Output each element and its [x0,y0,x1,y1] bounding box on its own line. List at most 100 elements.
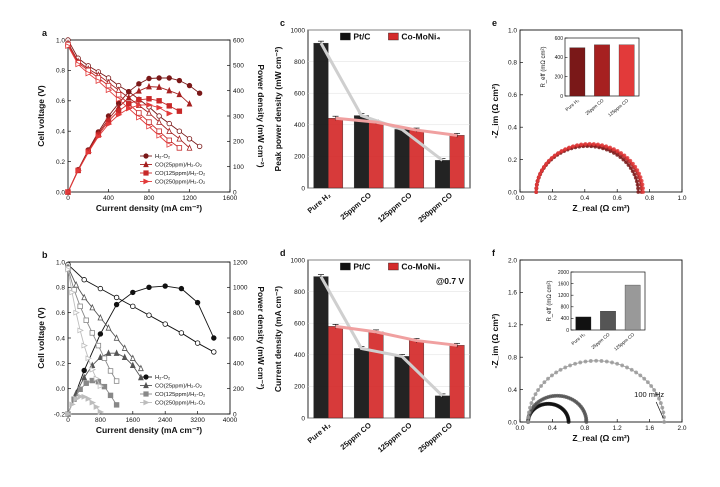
y2-tick-label: 1200 [233,259,248,266]
nyquist-point [534,190,539,194]
nyquist-point [526,415,531,420]
y2-tick-label: 800 [233,310,244,317]
power-point [93,403,101,410]
voltage-point [83,317,89,323]
x-tick-label: 0.4 [548,425,557,432]
nyquist-point [611,147,616,152]
voltage-point [101,355,108,361]
nyquist-point [573,361,578,366]
x-axis-label: Current density (mA cm⁻²) [96,425,202,435]
voltage-point [113,334,120,341]
power-point [85,149,93,156]
nyquist-point [546,376,550,381]
inset-y-tick-label: 0 [566,328,569,334]
x-category-label: Pure H₂ [306,421,333,446]
y-tick-label: 0.4 [56,335,65,342]
voltage-point [146,119,152,125]
panel-e-letter: e [492,18,497,28]
power-point [81,393,88,400]
nyquist-point [544,161,549,166]
y-tick-label: 0.6 [508,92,517,99]
voltage-point [166,120,172,127]
legend-marker [143,391,149,397]
voltage-point [129,354,136,361]
nyquist-point [600,143,605,148]
nyquist-point [620,363,625,368]
nyquist-point [528,405,532,410]
y-tick-label: 0.2 [56,159,65,166]
power-point [166,86,173,94]
nyquist-point [639,178,644,183]
nyquist-point [568,363,573,368]
inset-category-label: 125ppm CO [607,98,630,118]
y-tick-label: 0.8 [508,60,517,67]
panel-a-letter: a [42,28,48,38]
voltage-point [136,114,143,121]
inset-bar [618,44,635,97]
power-point [176,108,183,114]
power-point [136,97,142,103]
bar [353,348,369,419]
y-tick-label: 800 [294,289,305,296]
y2-axis-label: Power density (mW cm⁻²) [256,286,266,389]
y-tick-label: 0.4 [508,125,517,132]
y-tick-label: 200 [294,384,305,391]
inset-y-axis-label: R_eff (mΩ cm²) [547,280,553,321]
nyquist-point [641,186,645,191]
bar [394,129,410,189]
nyquist-point [536,175,541,180]
x-tick-label: 400 [103,195,114,202]
legend-label: CO(25ppm)/H₂-O₂ [155,384,202,390]
bar [394,356,410,419]
bar [434,160,450,189]
x-tick-label: 0.0 [515,195,524,202]
y-tick-label: 0.6 [56,98,65,105]
inset-category-label: Pure H₂ [570,332,586,346]
nyquist-point [529,401,534,406]
voltage-point [137,364,144,372]
voltage-point [166,127,173,134]
nyquist-point [535,178,540,183]
power-point [166,103,172,109]
power-point [113,402,120,408]
nyquist-point [619,151,624,156]
voltage-point [115,92,122,98]
voltage-point [81,342,88,349]
nyquist-point [661,410,666,415]
power-point [176,77,183,84]
y-tick-label: 0.0 [508,189,517,196]
bar [368,121,384,189]
voltage-point [69,289,76,296]
nyquist-point [629,367,634,372]
voltage-point [178,330,185,336]
nyquist-point [634,179,639,184]
x-tick-label: 1.2 [613,425,622,432]
voltage-point [93,375,101,382]
nyquist-point [642,376,647,381]
legend-label: Pt/C [353,262,370,272]
voltage-point [95,342,102,349]
power-point [77,386,83,392]
inset-y-tick-label: 400 [561,316,570,322]
y2-tick-label: 300 [233,113,244,120]
nyquist-arc [535,144,642,193]
x-category-label: Pure H₂ [306,191,333,216]
panel-d-letter: d [280,248,286,258]
bar [313,276,329,419]
x-category-label: 125ppm CO [376,421,414,455]
x-tick-label: 800 [95,417,106,424]
inset-category-label: 25ppm CO [584,98,605,116]
nyquist-point [536,388,541,392]
power-point [186,100,193,107]
voltage-point [156,128,162,134]
nyquist-point [563,147,568,152]
voltage-point [95,78,103,84]
nyquist-point [599,359,604,363]
inset-bar [569,47,586,97]
power-point [196,90,203,96]
inset-y-tick-label: 2000 [558,270,569,276]
inset-category-label: Pure H₂ [564,98,580,112]
voltage-point [81,293,88,301]
x-tick-label: 0.6 [613,195,622,202]
voltage-point [186,144,193,151]
